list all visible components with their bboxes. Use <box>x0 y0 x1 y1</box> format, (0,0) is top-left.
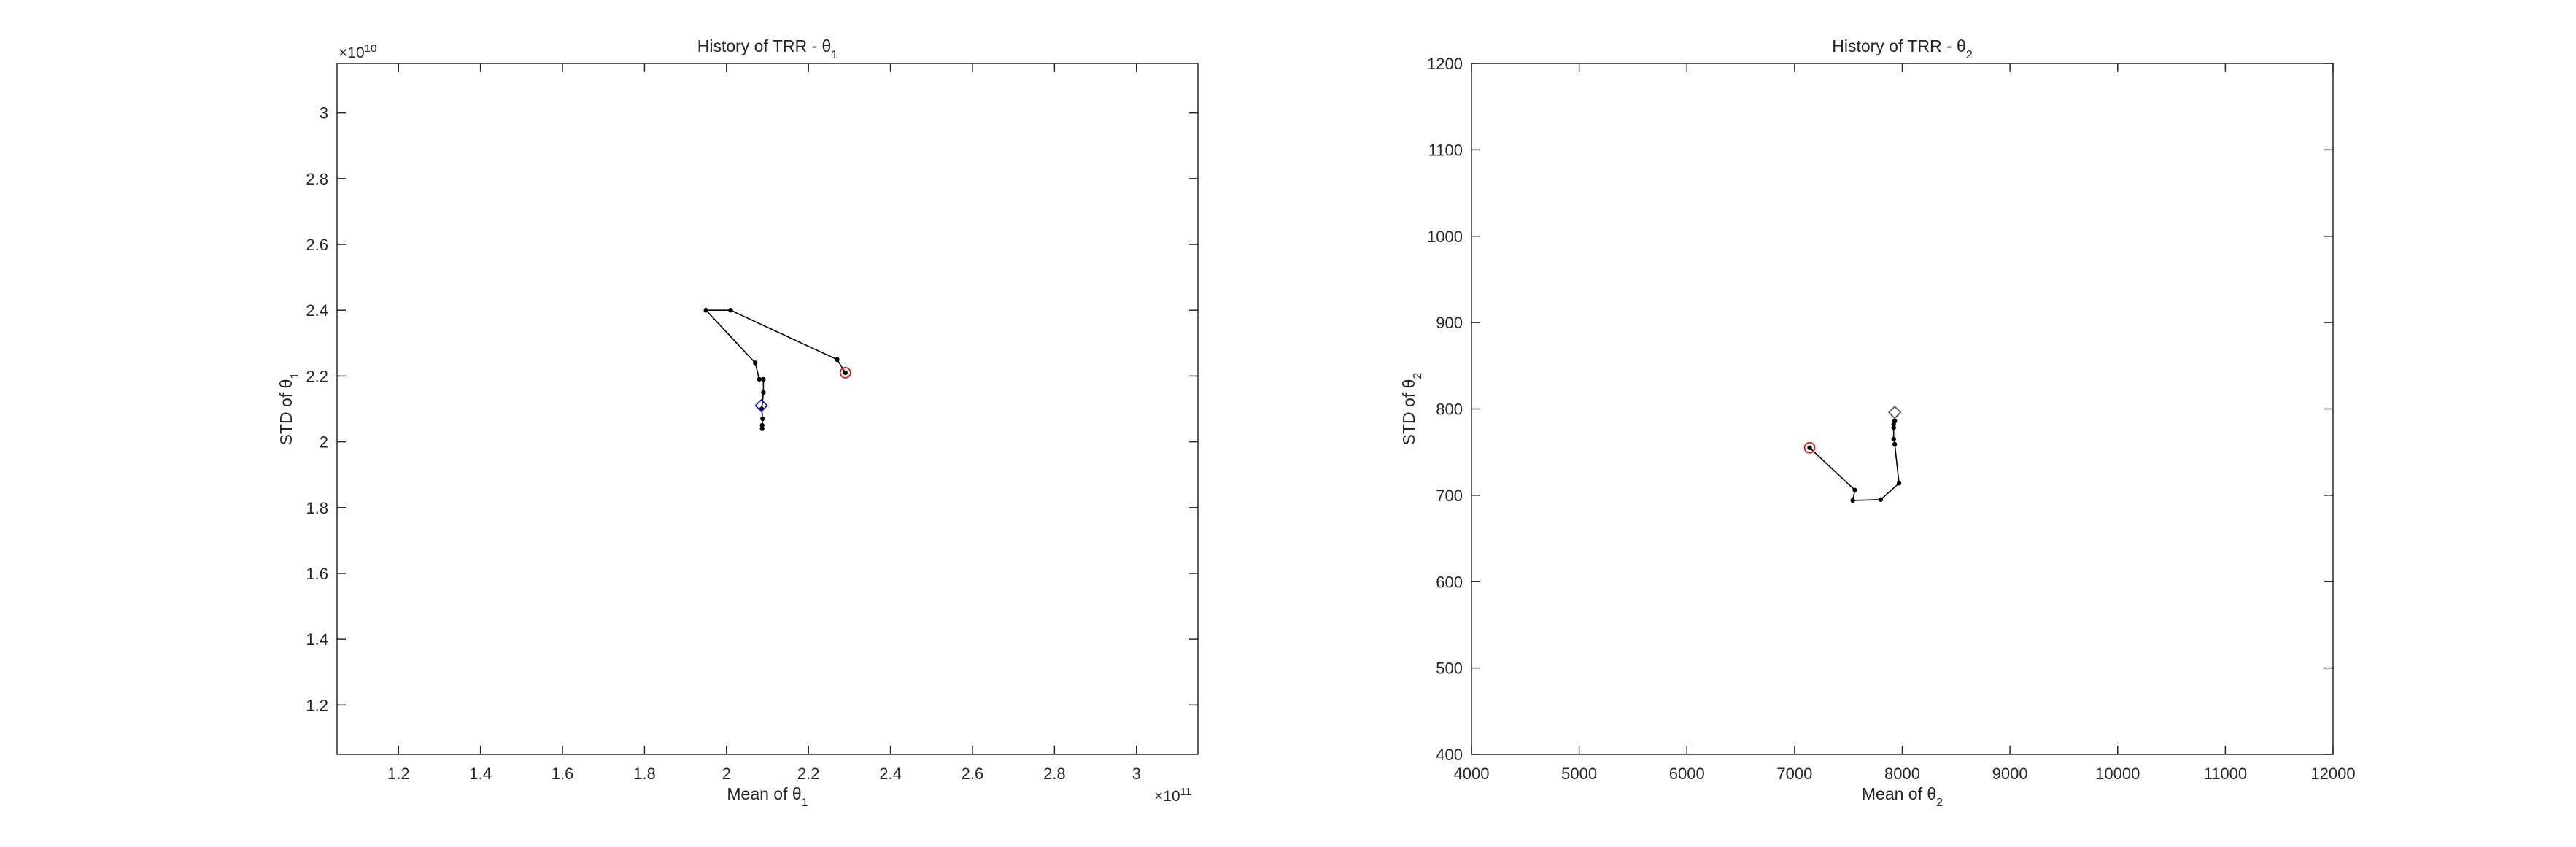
x-tick-label: 1.2 <box>387 765 410 783</box>
y-tick-label: 800 <box>1436 401 1463 419</box>
data-point <box>757 376 762 382</box>
data-point <box>1850 498 1855 503</box>
x-tick-label: 2.6 <box>962 765 984 783</box>
x-axis-label-main: Mean of θ <box>727 784 801 803</box>
x-axis-label: Mean of θ1 <box>727 784 808 809</box>
chart-title-subscript: 1 <box>831 48 838 61</box>
x-tick-label: 1.4 <box>469 765 492 783</box>
y-exponent-base: ×10 <box>339 45 365 61</box>
data-point <box>728 308 733 313</box>
x-tick-label: 5000 <box>1561 765 1597 783</box>
x-tick-label: 7000 <box>1776 765 1812 783</box>
y-tick-label: 2.4 <box>306 301 328 320</box>
x-axis-label-subscript: 1 <box>802 796 808 809</box>
data-point <box>761 390 766 395</box>
y-tick-label: 2.6 <box>306 236 328 254</box>
x-tick-label: 9000 <box>1992 765 2028 783</box>
y-tick-label: 1200 <box>1427 55 1463 73</box>
start-marker-center <box>843 371 848 375</box>
y-tick-label: 3 <box>320 104 328 123</box>
end-marker <box>754 398 768 413</box>
data-point <box>1891 425 1896 430</box>
x-tick-label: 1.8 <box>633 765 656 783</box>
x-tick-label: 11000 <box>2204 765 2248 783</box>
y-axis-label-subscript: 2 <box>1411 373 1424 379</box>
data-point <box>1892 418 1898 424</box>
data-point <box>760 416 765 422</box>
x-axis-label-subscript: 2 <box>1936 796 1943 809</box>
y-tick-label: 700 <box>1436 487 1463 505</box>
x-tick-label: 2.2 <box>797 765 820 783</box>
x-tick-label: 2.8 <box>1043 765 1066 783</box>
y-tick-label: 2 <box>320 433 328 452</box>
x-axis-label: Mean of θ2 <box>1862 784 1943 809</box>
chart-title-subscript: 2 <box>1966 48 1973 61</box>
start-marker-center <box>1808 446 1812 450</box>
y-tick-label: 500 <box>1436 660 1463 678</box>
y-tick-label: 400 <box>1436 746 1463 764</box>
y-axis-label: STD of θ1 <box>276 373 301 446</box>
data-point <box>759 426 765 431</box>
y-tick-label: 1.6 <box>306 565 328 583</box>
start-marker <box>1803 441 1816 454</box>
y-tick-label: 1.2 <box>306 696 328 714</box>
x-tick-label: 4000 <box>1454 765 1490 783</box>
x-exponent-base: ×10 <box>1154 788 1180 805</box>
x-axis-label-main: Mean of θ <box>1862 784 1936 803</box>
y-tick-label: 900 <box>1436 314 1463 332</box>
y-tick-label: 1.8 <box>306 499 328 517</box>
x-tick-label: 12000 <box>2310 765 2355 783</box>
data-point <box>1852 487 1857 492</box>
axes-box <box>336 63 1199 755</box>
chart-title-main: History of TRR - θ <box>697 36 832 55</box>
y-tick-label: 600 <box>1436 573 1463 591</box>
x-tick-label: 2.4 <box>879 765 902 783</box>
data-point <box>761 376 766 382</box>
y-axis-label-main: STD of θ <box>1399 379 1418 446</box>
x-tick-label: 1.6 <box>552 765 574 783</box>
data-point <box>1896 481 1902 486</box>
x-exponent-label: ×1011 <box>1154 786 1191 805</box>
data-point <box>1891 436 1896 442</box>
y-tick-label: 2.8 <box>306 170 328 188</box>
axes-box <box>1471 63 2334 755</box>
end-marker <box>1887 405 1902 419</box>
data-point <box>835 357 840 363</box>
x-tick-label: 3 <box>1132 765 1141 783</box>
x-tick-label: 10000 <box>2095 765 2140 783</box>
x-tick-label: 2 <box>722 765 731 783</box>
x-tick-label: 6000 <box>1669 765 1705 783</box>
start-marker <box>839 366 851 379</box>
x-exponent-power: 11 <box>1180 786 1192 798</box>
y-tick-label: 2.2 <box>306 367 328 385</box>
data-point <box>752 360 758 366</box>
chart-theta1: 1.2 1.4 1.6 1.8 2 2.2 2.4 2.6 2.8 3 1.2 1.4 1.6 1.8 2 2… <box>276 36 1199 809</box>
y-exponent-label: ×1010 <box>339 42 376 62</box>
data-point <box>1878 497 1884 502</box>
y-axis-label-main: STD of θ <box>276 379 295 446</box>
y-tick-label: 1100 <box>1428 141 1463 159</box>
y-tick-label: 1000 <box>1427 228 1463 246</box>
y-exponent-power: 10 <box>365 42 377 55</box>
chart-theta2: 4000 5000 6000 7000 8000 9000 10000 11000 12000 4… <box>1399 36 2356 809</box>
data-point <box>759 422 765 428</box>
chart-title-main: History of TRR - θ <box>1832 36 1966 55</box>
data-point <box>703 308 708 313</box>
y-axis-label: STD of θ2 <box>1399 373 1424 446</box>
chart-title: History of TRR - θ1 <box>697 36 838 61</box>
chart-title: History of TRR - θ2 <box>1832 36 1973 61</box>
y-tick-label: 1.4 <box>306 630 328 649</box>
data-point <box>1892 441 1898 447</box>
y-axis-label-subscript: 1 <box>288 373 301 379</box>
x-tick-label: 8000 <box>1884 765 1920 783</box>
